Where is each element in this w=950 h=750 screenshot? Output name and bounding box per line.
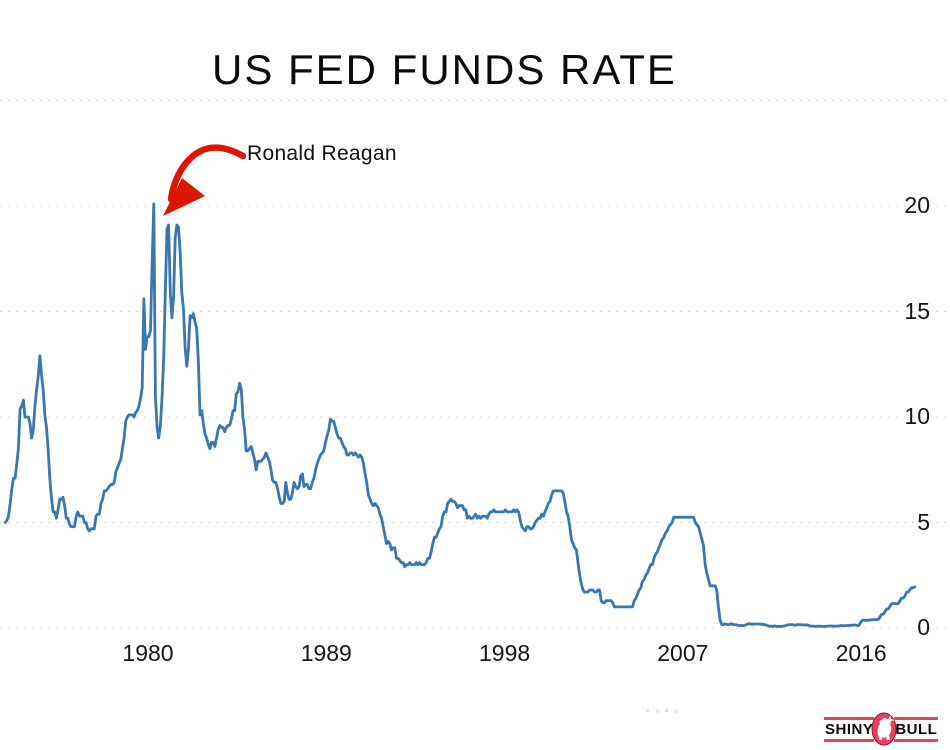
fed-funds-rate-line: [3, 202, 917, 628]
x-tick-label-2016: 2016: [835, 640, 887, 666]
logo-top-bar-left: [824, 716, 875, 720]
bull-icon: [871, 712, 897, 746]
logo-shiny-text: SHINY: [825, 720, 874, 738]
horizontal-gridlines: [0, 100, 950, 629]
bull-silhouette: [877, 717, 892, 740]
page-title: US FED FUNDS RATE: [212, 46, 677, 93]
scan-artifact-dots: [646, 709, 649, 712]
logo-bottom-bar-left: [824, 738, 875, 742]
y-tick-label-20: 20: [904, 192, 930, 218]
logo-bottom-bar-right: [894, 738, 939, 742]
sparkle-icon: [885, 715, 896, 725]
logo-bull-text: BULL: [895, 720, 938, 738]
shinybull-logo: SHINY BULL: [824, 712, 939, 746]
y-tick-label-10: 10: [904, 403, 930, 429]
x-tick-label-1998: 1998: [478, 640, 531, 666]
y-tick-label-15: 15: [904, 297, 930, 324]
x-tick-label-2007: 2007: [657, 640, 709, 666]
logo-word-shiny: SHINY: [824, 716, 875, 742]
logo-word-bull: BULL: [894, 716, 939, 742]
annotation-label: Ronald Reagan: [247, 142, 397, 165]
x-tick-label-1989: 1989: [300, 640, 352, 666]
y-tick-label-0: 0: [917, 614, 930, 640]
logo-top-bar-right: [894, 716, 939, 720]
y-tick-label-5: 5: [917, 508, 930, 535]
x-tick-label-1980: 1980: [122, 640, 174, 666]
